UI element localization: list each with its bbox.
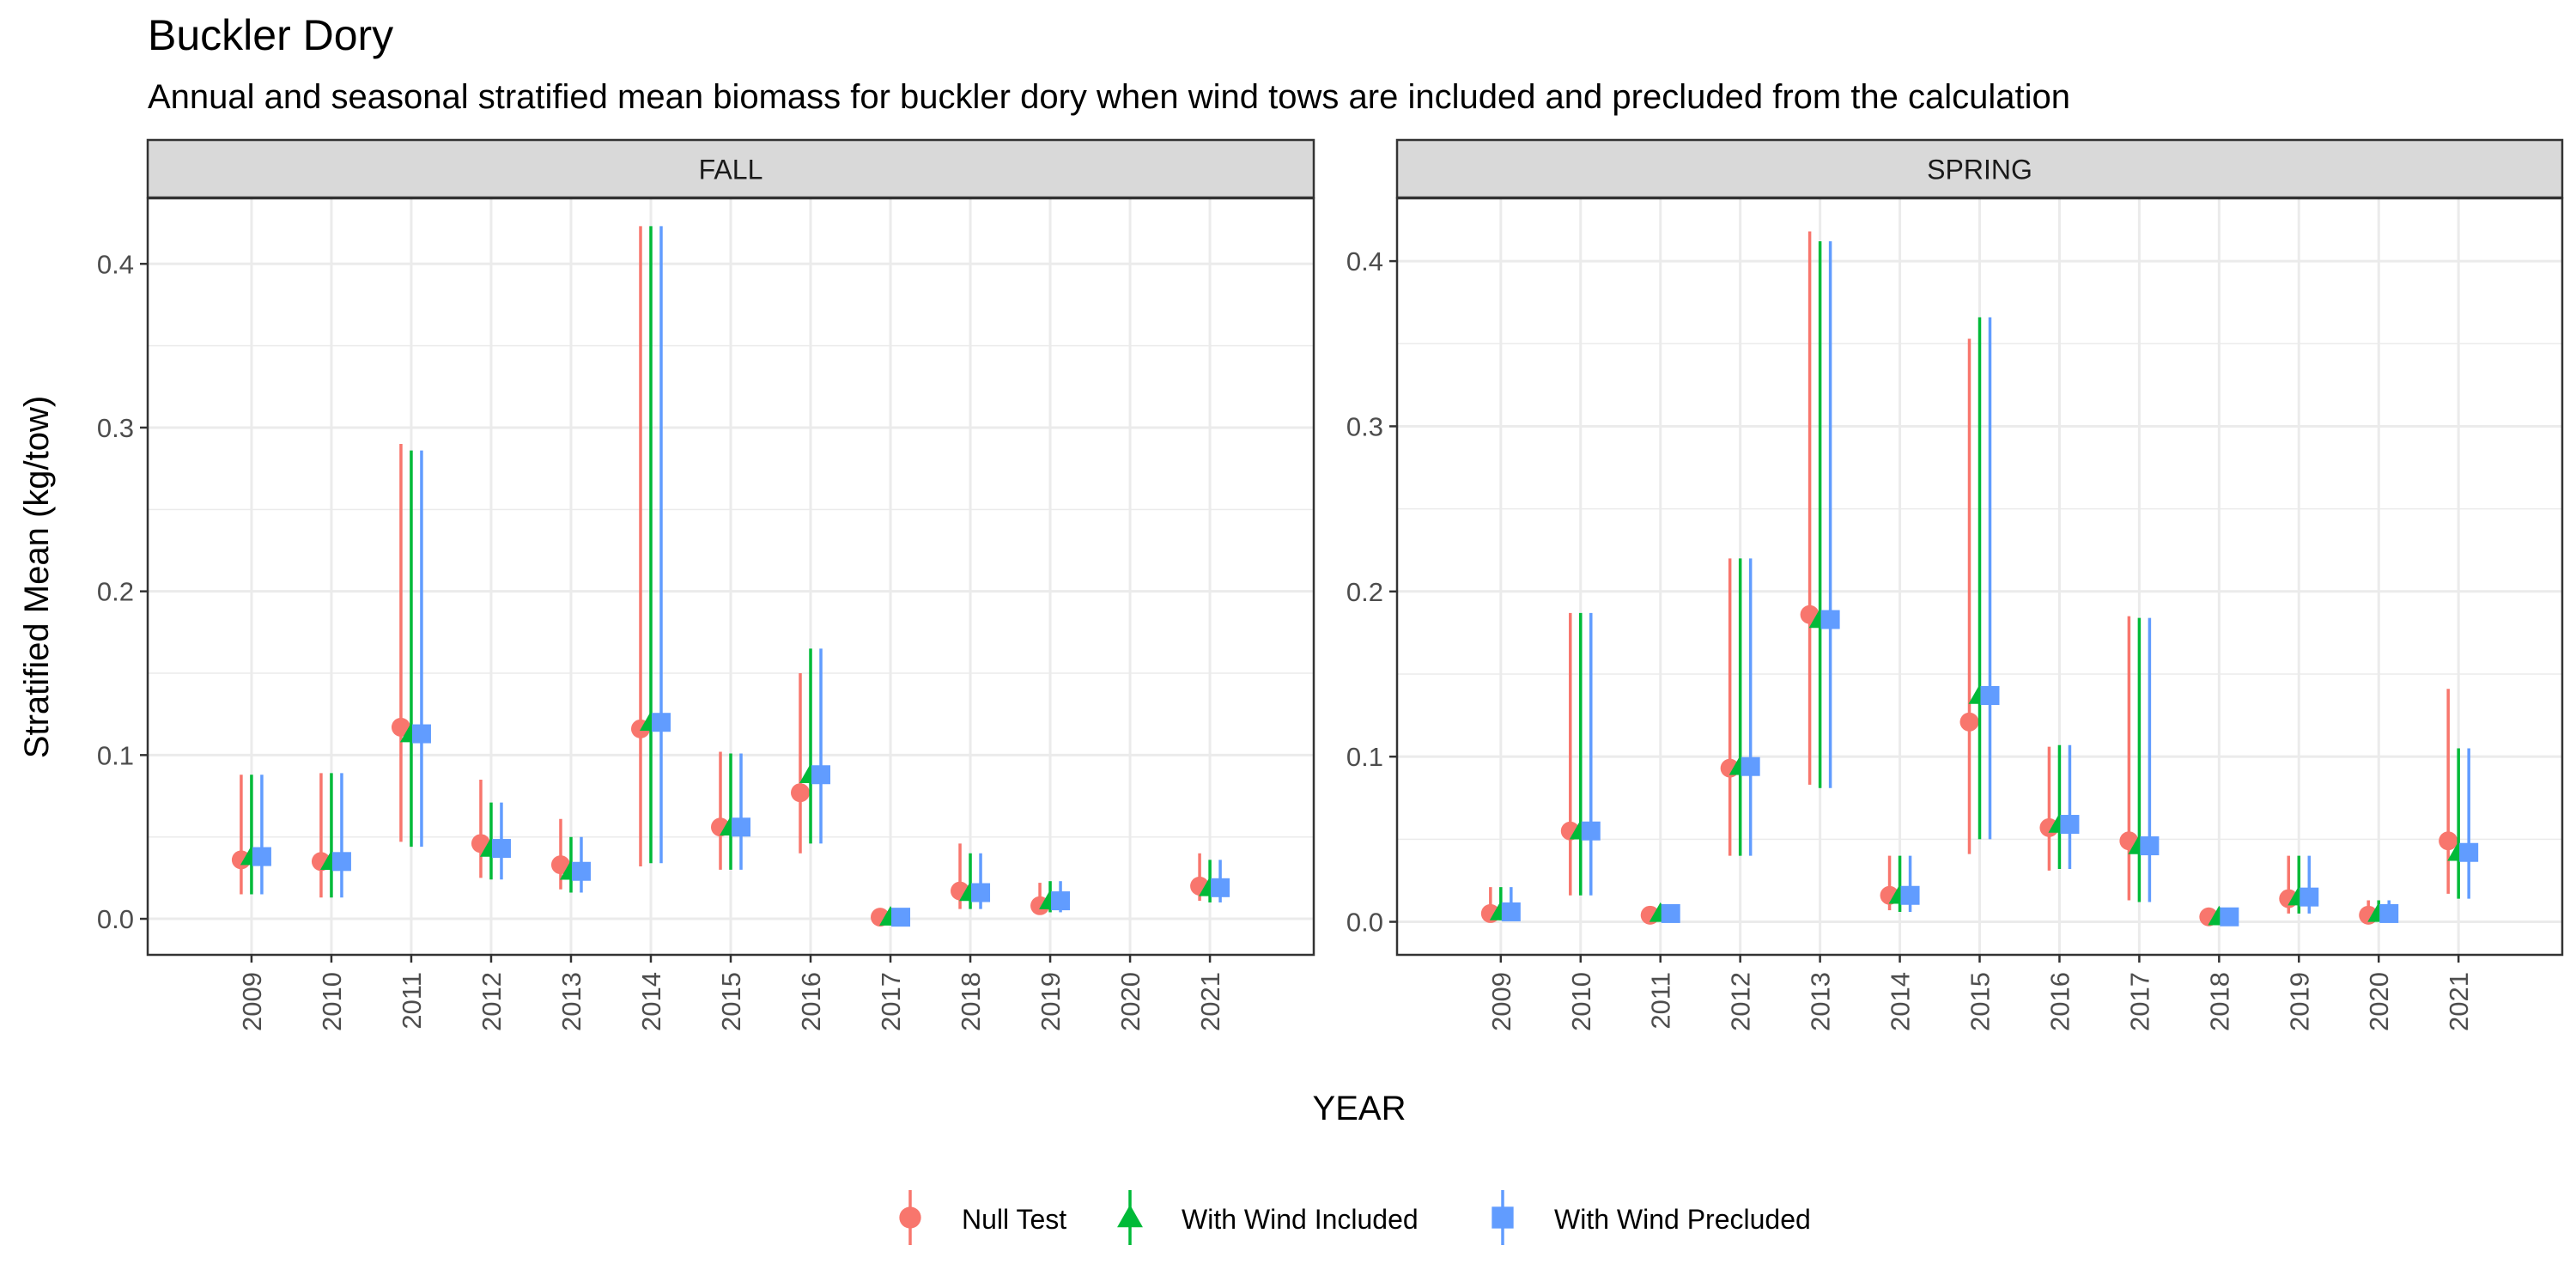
series-with-wind-precluded xyxy=(252,226,1230,927)
data-point-circle xyxy=(1959,712,1979,732)
x-tick-label: 2018 xyxy=(2204,972,2234,1031)
data-point-square xyxy=(1900,885,1920,905)
x-tick-label: 2010 xyxy=(1566,972,1596,1031)
x-tick-label: 2019 xyxy=(2284,972,2314,1031)
x-tick-label: 2016 xyxy=(2044,972,2075,1031)
y-tick-label: 0.1 xyxy=(97,740,134,770)
x-tick-label: 2011 xyxy=(397,972,427,1030)
data-point-circle xyxy=(391,717,410,737)
data-point-square xyxy=(1501,902,1521,921)
legend-key-square xyxy=(1492,1206,1514,1229)
chart-subtitle: Annual and seasonal stratified mean biom… xyxy=(148,78,2070,116)
data-point-circle xyxy=(2439,831,2458,851)
data-point-square xyxy=(1980,685,2000,705)
x-tick-label: 2013 xyxy=(1806,972,1836,1031)
x-tick-label: 2011 xyxy=(1646,972,1676,1030)
data-point-circle xyxy=(791,783,811,803)
strip-label: SPRING xyxy=(1927,155,2032,185)
x-tick-label: 2017 xyxy=(2124,972,2154,1031)
y-tick-label: 0.4 xyxy=(1346,246,1383,276)
y-tick-label: 0.2 xyxy=(97,577,134,607)
x-tick-label: 2021 xyxy=(1195,972,1225,1031)
x-tick-label: 2014 xyxy=(1886,972,1916,1031)
panel-border xyxy=(1395,197,2564,957)
panel-fall: FALL 0.0 0.1 0.2 0.3 0.4 2009 2010 2011 2012 2013 2… xyxy=(97,138,1315,1031)
x-tick-label: 2015 xyxy=(1965,972,1996,1031)
data-point-square xyxy=(1661,903,1680,923)
legend-label: With Wind Precluded xyxy=(1554,1204,1811,1235)
legend-key-triangle xyxy=(1117,1205,1143,1228)
data-point-square xyxy=(1820,610,1840,629)
x-tick-label: 2018 xyxy=(956,972,986,1031)
data-point-square xyxy=(411,724,431,744)
data-point-square xyxy=(2379,903,2399,923)
x-tick-label: 2016 xyxy=(796,972,826,1031)
legend-item-with-wind-precluded: With Wind Precluded xyxy=(1492,1190,1811,1245)
chart-title: Buckler Dory xyxy=(148,11,393,59)
data-point-square xyxy=(2140,836,2160,856)
x-tick-label: 2020 xyxy=(2364,972,2394,1031)
data-point-square xyxy=(2060,815,2080,835)
data-point-square xyxy=(1741,756,1760,776)
panel-border xyxy=(146,197,1315,957)
strip-label: FALL xyxy=(699,155,763,185)
y-tick-label: 0.0 xyxy=(97,904,134,934)
x-axis-label: YEAR xyxy=(1313,1090,1406,1127)
data-point-square xyxy=(811,765,831,785)
data-point-square xyxy=(732,817,750,837)
y-tick-label: 0.0 xyxy=(1346,908,1383,938)
x-tick-label: 2009 xyxy=(237,972,267,1031)
data-point-square xyxy=(2300,887,2319,907)
x-tick-label: 2014 xyxy=(636,972,666,1031)
data-point-square xyxy=(331,852,351,872)
x-tick-label: 2017 xyxy=(876,972,906,1031)
y-tick-label: 0.3 xyxy=(97,413,134,443)
series-with-wind-included xyxy=(1489,241,2470,926)
data-point-square xyxy=(2459,842,2479,862)
legend: Null Test With Wind Included With Wind Pre… xyxy=(899,1190,1811,1245)
data-point-square xyxy=(891,908,911,927)
data-point-square xyxy=(971,883,991,902)
x-tick-label: 2010 xyxy=(317,972,347,1031)
x-tick-label: 2019 xyxy=(1036,972,1066,1031)
y-axis-label: Stratified Mean (kg/tow) xyxy=(18,396,56,758)
x-tick-label: 2013 xyxy=(556,972,586,1031)
legend-label: With Wind Included xyxy=(1182,1204,1419,1235)
x-tick-label: 2020 xyxy=(1115,972,1145,1031)
data-point-square xyxy=(651,713,671,732)
data-point-circle xyxy=(550,855,570,875)
x-tick-label: 2009 xyxy=(1486,972,1516,1031)
x-tick-label: 2015 xyxy=(716,972,746,1031)
data-point-square xyxy=(1051,891,1071,911)
y-tick-label: 0.1 xyxy=(1346,742,1383,772)
y-tick-label: 0.4 xyxy=(97,249,134,279)
data-point-square xyxy=(491,839,511,859)
data-point-square xyxy=(571,861,591,881)
y-tick-label: 0.2 xyxy=(1346,577,1383,607)
legend-item-with-wind-included: With Wind Included xyxy=(1117,1190,1419,1245)
facet-panels: FALL 0.0 0.1 0.2 0.3 0.4 2009 2010 2011 2012 2013 2… xyxy=(97,138,2564,1031)
x-tick-label: 2012 xyxy=(1726,972,1756,1031)
legend-item-null-test: Null Test xyxy=(899,1190,1066,1245)
x-tick-label: 2021 xyxy=(2444,972,2474,1031)
y-tick-label: 0.3 xyxy=(1346,411,1383,441)
data-point-square xyxy=(2220,907,2239,927)
data-point-square xyxy=(1211,878,1230,897)
data-point-square xyxy=(252,847,271,866)
data-point-square xyxy=(1581,821,1601,841)
legend-label: Null Test xyxy=(962,1204,1066,1235)
panel-spring: SPRING 0.0 0.1 0.2 0.3 0.4 2009 2010 2011 2012 201… xyxy=(1346,138,2564,1031)
legend-key-circle xyxy=(899,1206,921,1229)
series-with-wind-precluded xyxy=(1501,241,2479,927)
strip-fall xyxy=(146,138,1315,199)
x-tick-label: 2012 xyxy=(477,972,507,1031)
